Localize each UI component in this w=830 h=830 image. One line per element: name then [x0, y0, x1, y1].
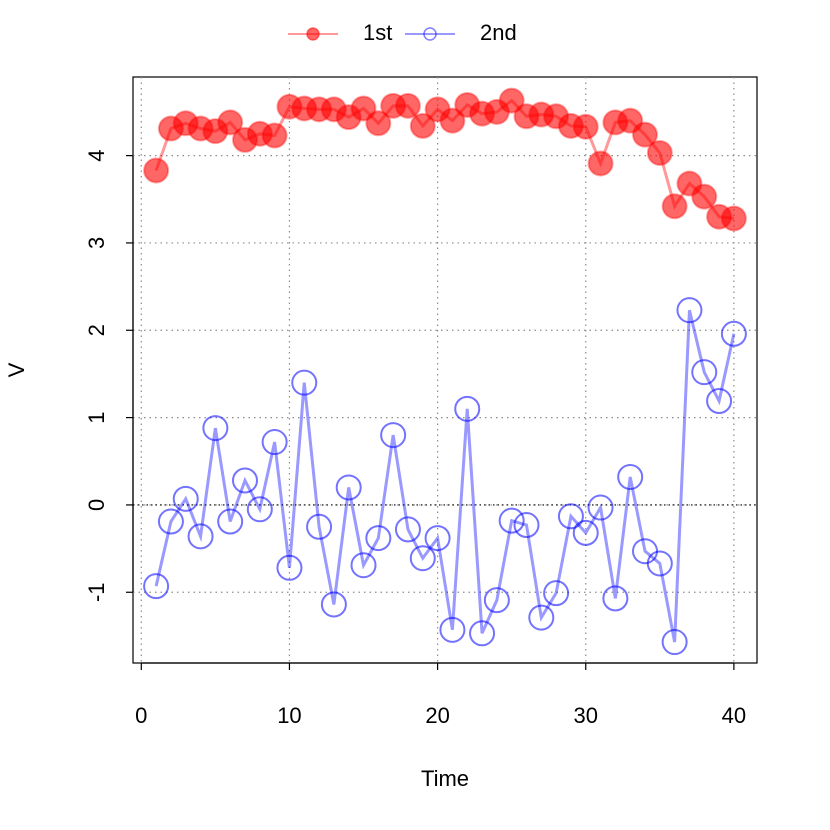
y-tick-label: -1	[84, 582, 109, 602]
data-point	[720, 205, 747, 232]
data-point	[439, 616, 466, 643]
data-point	[409, 112, 436, 139]
data-point	[454, 395, 481, 422]
data-point	[632, 121, 658, 148]
data-point	[320, 591, 347, 618]
y-tick-label: 1	[84, 411, 109, 423]
data-point	[409, 545, 436, 572]
data-point	[394, 516, 421, 543]
legend-label: 2nd	[480, 20, 517, 45]
data-point	[306, 513, 333, 540]
data-point	[380, 422, 407, 449]
x-tick-label: 20	[425, 703, 449, 728]
data-point	[187, 523, 214, 550]
data-point	[143, 573, 170, 600]
data-point	[572, 519, 599, 546]
data-point	[691, 183, 718, 210]
data-point	[157, 508, 184, 535]
data-point	[291, 369, 318, 396]
data-point	[646, 139, 673, 166]
data-point	[617, 463, 644, 490]
legend-marker	[306, 27, 320, 41]
data-point	[572, 113, 599, 140]
data-point	[498, 507, 525, 534]
data-point	[528, 604, 555, 631]
data-point	[232, 467, 258, 494]
data-point	[587, 150, 614, 177]
data-point	[469, 620, 496, 647]
data-point	[143, 157, 170, 184]
data-point	[350, 95, 377, 122]
data-point	[646, 550, 673, 577]
data-point	[557, 503, 584, 530]
data-point	[676, 297, 703, 324]
data-point	[691, 359, 718, 386]
data-point	[498, 87, 525, 114]
data-point	[350, 552, 377, 579]
data-point	[706, 388, 733, 415]
data-point	[276, 554, 303, 581]
data-point	[587, 494, 614, 521]
data-point	[439, 107, 466, 134]
data-point	[202, 415, 229, 442]
data-point	[365, 525, 392, 552]
data-point	[661, 193, 688, 220]
data-point	[424, 525, 451, 552]
data-point	[365, 110, 392, 137]
data-point	[217, 508, 244, 535]
data-point	[261, 122, 288, 149]
y-tick-label: 3	[84, 237, 109, 249]
data-point	[483, 587, 510, 614]
y-tick-label: 0	[84, 499, 109, 511]
data-point	[602, 585, 629, 612]
x-tick-label: 10	[277, 703, 301, 728]
y-tick-label: 2	[84, 324, 109, 336]
data-point	[394, 92, 421, 119]
y-tick-label: 4	[84, 149, 109, 161]
legend-label: 1st	[363, 20, 392, 45]
y-axis-label: V	[4, 362, 29, 377]
x-tick-label: 40	[722, 703, 746, 728]
x-axis-label: Time	[421, 766, 469, 791]
data-point	[172, 485, 199, 512]
data-point	[335, 474, 362, 501]
data-point	[217, 109, 244, 136]
legend-marker	[423, 27, 437, 41]
data-point	[246, 496, 273, 523]
x-tick-label: 0	[135, 703, 147, 728]
series-line	[154, 309, 736, 643]
data-point	[261, 429, 288, 456]
data-point	[661, 629, 688, 656]
data-point	[543, 580, 570, 607]
data-point	[720, 320, 747, 347]
x-tick-label: 30	[573, 703, 597, 728]
data-point	[513, 512, 540, 539]
